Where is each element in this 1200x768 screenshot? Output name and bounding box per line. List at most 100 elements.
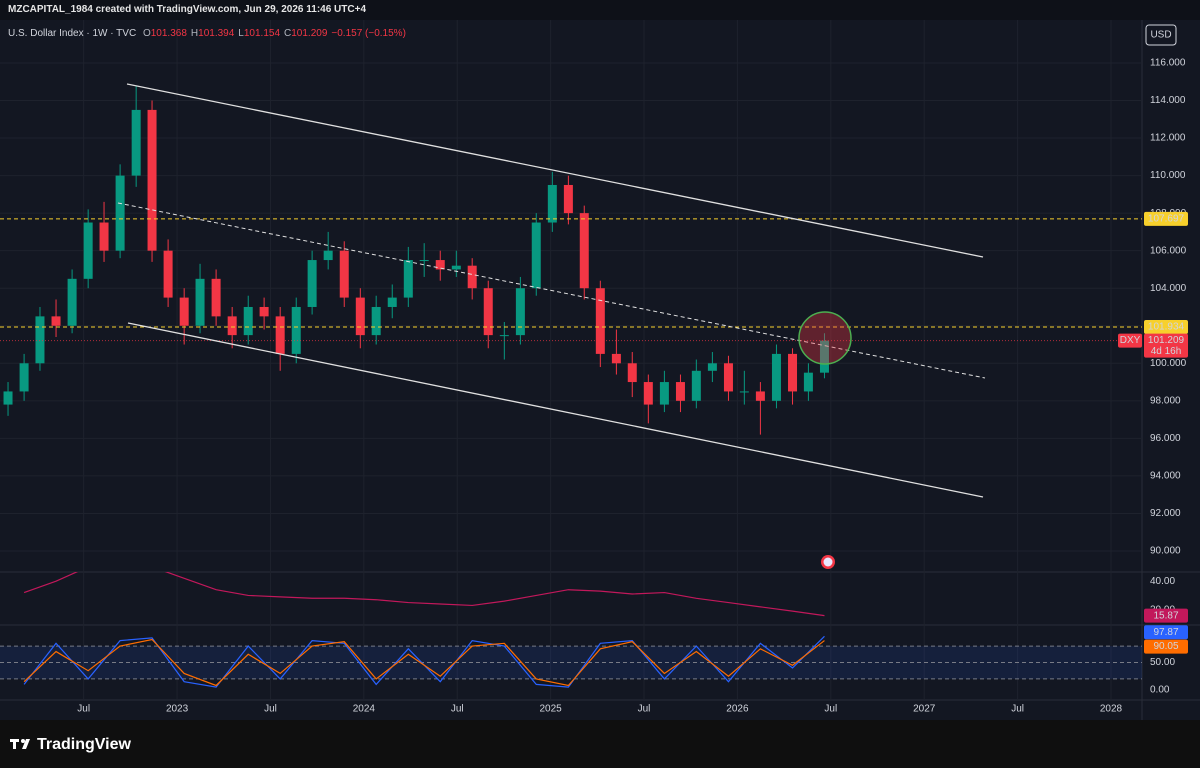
candle-body <box>115 175 125 251</box>
last-price-label: 101.209 <box>1148 335 1185 346</box>
ohlc-value: 101.154 <box>243 28 281 39</box>
candle-body <box>499 335 509 337</box>
candle-body <box>707 363 717 371</box>
change: −0.157 (−0.15%) <box>331 28 406 39</box>
price-tag <box>1144 211 1188 226</box>
price-tag-label: 107.697 <box>1148 213 1185 224</box>
candle-body <box>51 316 61 326</box>
logo-part <box>13 739 16 749</box>
candle-body <box>147 109 157 251</box>
channel-upper <box>126 83 984 258</box>
symbol-line: U.S. Dollar Index · 1W · TVC O101.368 H10… <box>8 28 406 39</box>
ohlc-key: O <box>142 28 151 39</box>
price-tag-label: 101.934 <box>1148 322 1185 333</box>
candle-body <box>19 363 29 392</box>
candle-body <box>83 222 93 279</box>
y-tick-label: 90.000 <box>1150 546 1181 557</box>
y-tick-label: 94.000 <box>1150 471 1181 482</box>
y-tick-label: 92.000 <box>1150 508 1181 519</box>
candle-body <box>643 382 653 405</box>
candle-body <box>739 391 749 393</box>
y-tick-label: 114.000 <box>1150 95 1186 106</box>
x-tick-label: 2024 <box>353 704 376 715</box>
x-tick-label: Jul <box>77 704 90 715</box>
candle-body <box>339 250 349 298</box>
candle-body <box>131 109 141 176</box>
candle-body <box>451 265 461 270</box>
candle-body <box>195 278 205 326</box>
x-tick-label: 2025 <box>540 704 563 715</box>
currency-button[interactable] <box>1145 24 1177 46</box>
price-tag <box>1144 319 1188 334</box>
indicator-line <box>23 572 825 617</box>
symbol-tag <box>1118 333 1142 348</box>
candle-body <box>723 363 733 392</box>
candle-body <box>387 297 397 307</box>
candle-body <box>659 382 669 405</box>
candle-body <box>355 297 365 336</box>
event-flag-inner <box>823 557 833 567</box>
candle-body <box>755 391 765 401</box>
candle-body <box>691 370 701 401</box>
y-tick-label: 112.000 <box>1150 133 1186 144</box>
price-tag <box>1144 608 1188 623</box>
y-tick-label: 98.000 <box>1150 395 1181 406</box>
stoch-line <box>23 638 825 687</box>
candle-body <box>163 250 173 298</box>
x-tick-label: Jul <box>451 704 464 715</box>
candle-body <box>243 306 253 336</box>
candle-body <box>611 353 621 364</box>
x-tick-label: Jul <box>1011 704 1024 715</box>
candle-body <box>35 316 45 364</box>
price-tag <box>1144 625 1188 640</box>
brand: TradingView <box>37 736 132 753</box>
candle-body <box>259 306 269 317</box>
y-tick-label: 100.000 <box>1150 358 1187 369</box>
channel-mid <box>117 202 986 379</box>
candle-body <box>803 372 813 392</box>
candle-body <box>371 306 381 336</box>
countdown: 4d 16h <box>1151 346 1182 357</box>
candle-body <box>467 265 477 289</box>
price-tag-label: 97.87 <box>1153 627 1178 638</box>
candle-body <box>403 260 413 298</box>
candle-body <box>771 353 781 401</box>
symbol-tag-label: DXY <box>1120 335 1141 346</box>
y-tick-label: 110.000 <box>1150 170 1186 181</box>
candle-body <box>99 222 109 251</box>
ohlc-value: 101.394 <box>198 28 235 39</box>
credit-bar <box>0 0 1200 20</box>
y-tick-label: 96.000 <box>1150 433 1181 444</box>
candle-body <box>227 316 237 336</box>
brand-logo <box>10 739 30 749</box>
candle-body <box>483 288 493 336</box>
y-tick-label: 40.00 <box>1150 576 1175 587</box>
credit: MZCAPITAL_1984 created with TradingView.… <box>8 4 367 15</box>
x-tick-label: Jul <box>824 704 837 715</box>
candle-body <box>563 184 573 214</box>
candle-body <box>579 213 589 289</box>
candle-body <box>595 288 605 354</box>
logo-part <box>22 739 30 749</box>
y-tick-label: 116.000 <box>1150 58 1186 69</box>
x-tick-label: 2027 <box>913 704 936 715</box>
candle-body <box>788 353 798 392</box>
ohlc-key: C <box>284 28 292 39</box>
y-tick-label: 106.000 <box>1150 245 1187 256</box>
candle-body <box>211 278 221 317</box>
candle-body <box>291 306 301 354</box>
candle-body <box>323 250 333 261</box>
candle-body <box>675 382 685 401</box>
last-price-tag <box>1144 333 1188 358</box>
logo-part <box>21 739 25 743</box>
candle-body <box>67 278 77 326</box>
price-tag <box>1144 639 1188 654</box>
x-tick-label: 2026 <box>726 704 749 715</box>
footer <box>0 720 1200 768</box>
candle-body <box>627 363 637 383</box>
candle-body <box>179 297 189 326</box>
candle-body <box>531 222 541 289</box>
candle-body <box>419 260 429 262</box>
candle-body <box>515 288 525 336</box>
